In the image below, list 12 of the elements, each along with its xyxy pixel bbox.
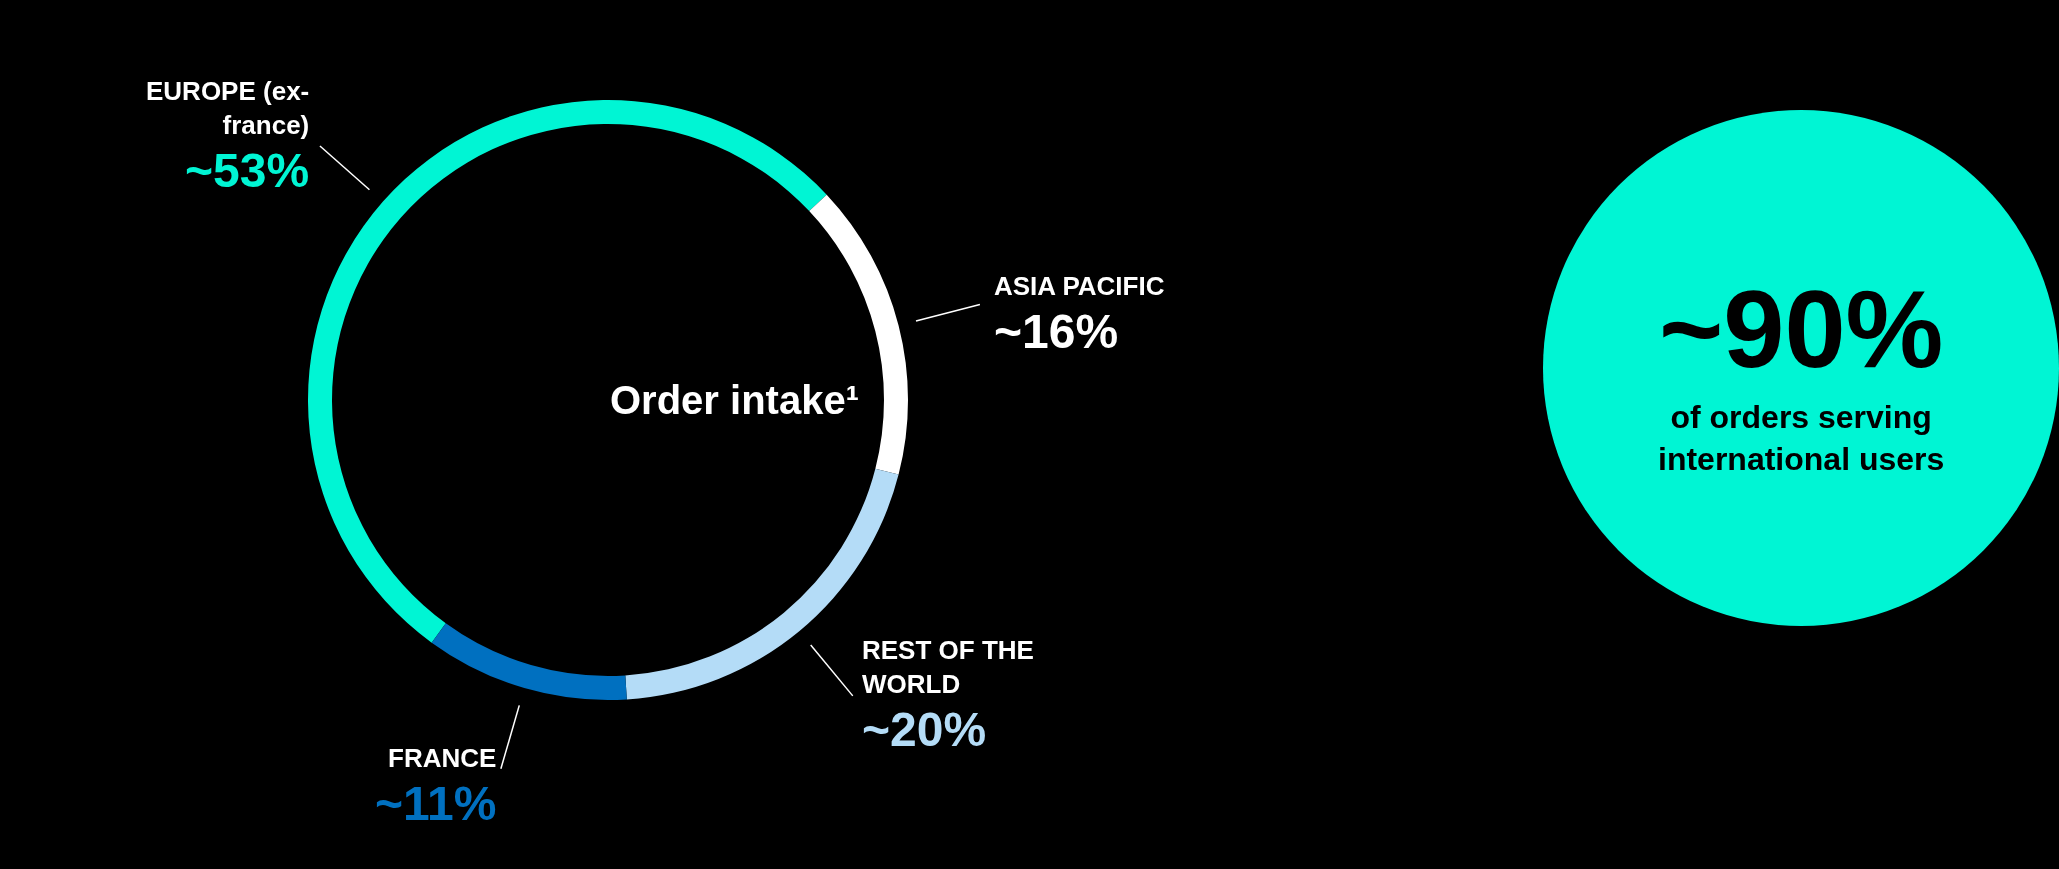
slice-label: ASIA PACIFIC: [994, 271, 1165, 301]
text: ~90%: [1659, 267, 1944, 390]
text: of orders serving international users: [1658, 399, 1945, 477]
slice-label: REST OF THE WORLD: [862, 635, 1034, 699]
text: Order intake¹: [610, 378, 859, 422]
data-label: ~11%: [375, 777, 497, 830]
donut-slice: [431, 623, 627, 700]
data-label: ~16%: [994, 305, 1119, 358]
slice-label: FRANCE: [388, 743, 497, 773]
slice-label: EUROPE (ex-france): [146, 76, 310, 140]
data-label: ~53%: [185, 144, 310, 197]
data-label: ~20%: [862, 703, 987, 756]
